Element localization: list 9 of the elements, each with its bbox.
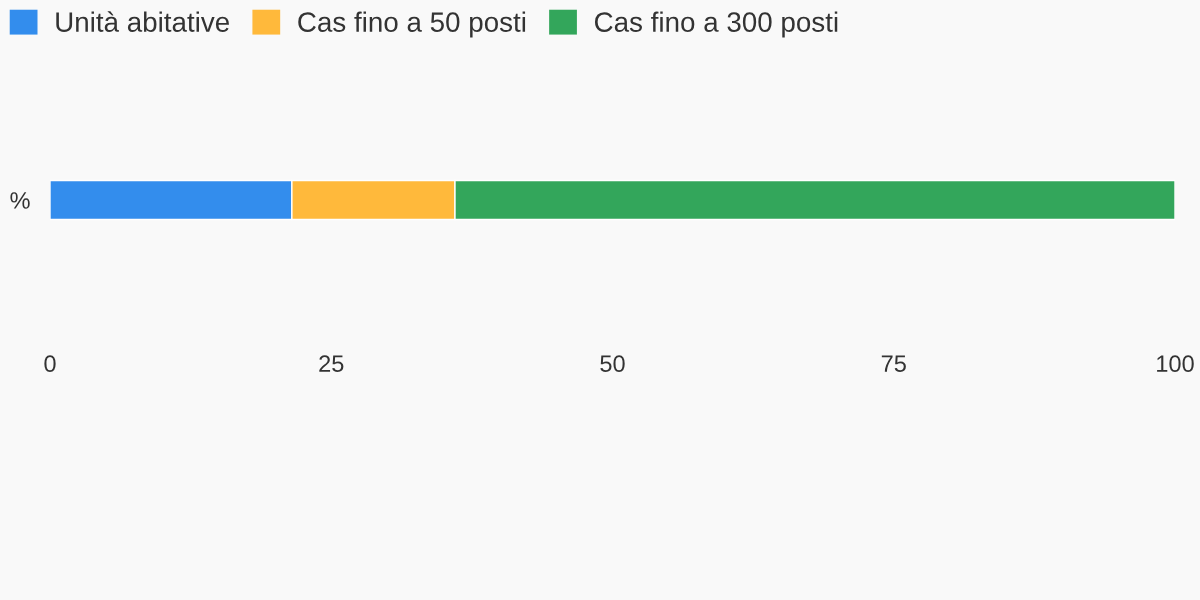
x-tick-label: 75 bbox=[881, 355, 906, 373]
x-tick-label: 25 bbox=[319, 355, 344, 373]
x-tick-label: 50 bbox=[600, 355, 625, 373]
legend-label: Cas fino a 50 posti bbox=[298, 11, 526, 38]
y-tick-label: % bbox=[10, 192, 30, 209]
x-tick-label: 100 bbox=[1157, 355, 1194, 373]
x-tick-label: 0 bbox=[44, 355, 56, 373]
legend-label: Unità abitative bbox=[56, 11, 229, 32]
legend-label: Cas fino a 300 posti bbox=[594, 11, 838, 38]
